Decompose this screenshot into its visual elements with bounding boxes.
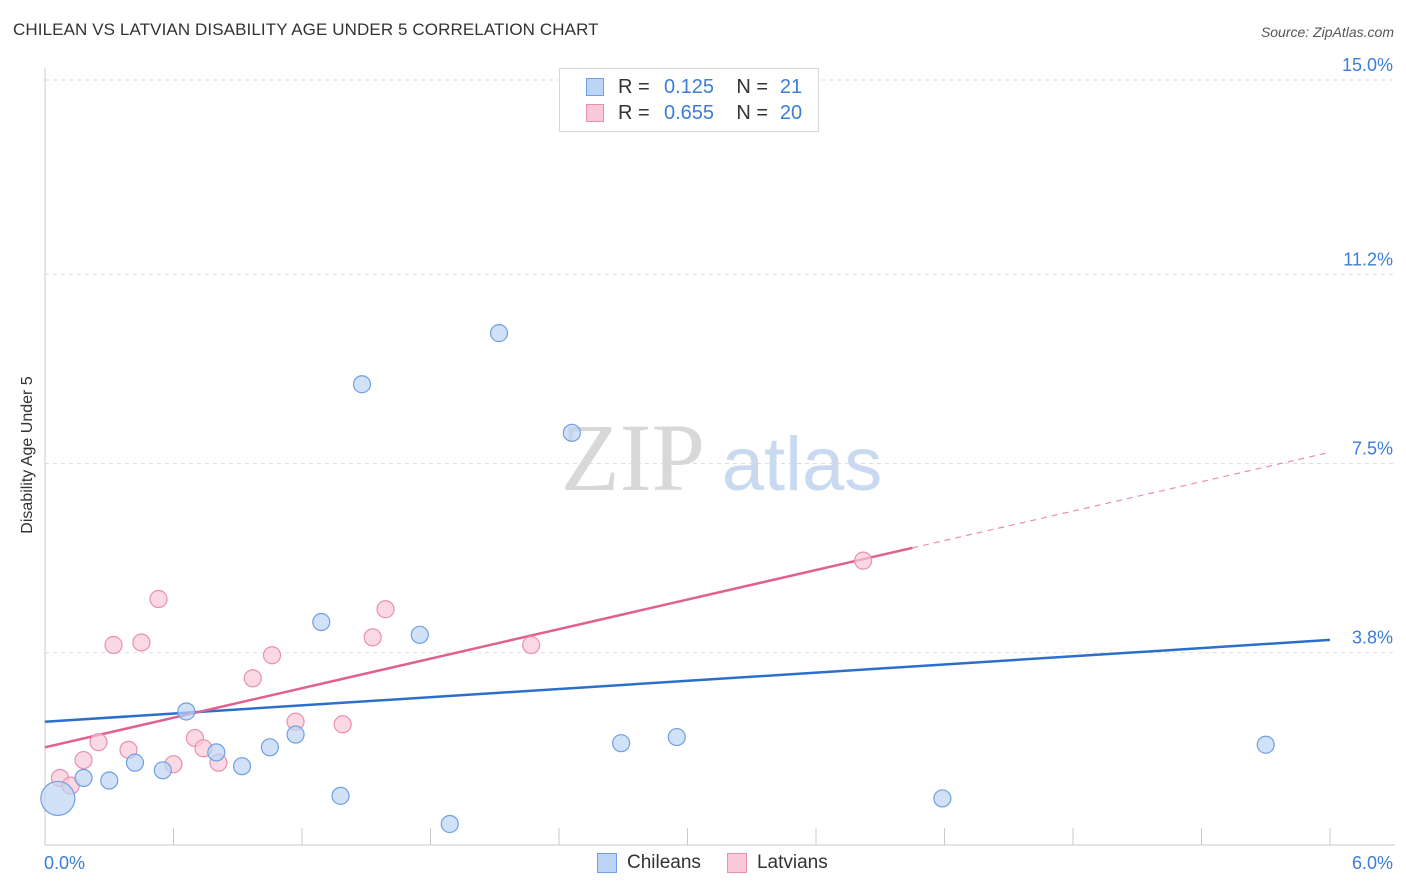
- source-label: Source: ZipAtlas.com: [1260, 24, 1394, 40]
- legend-r-value: 0.655: [663, 101, 715, 124]
- point-latvians: [522, 635, 541, 655]
- legend-swatch-chileans: [586, 78, 604, 96]
- y-tick-label: 3.8%: [1352, 628, 1393, 648]
- gridlines: [45, 79, 1395, 654]
- x-ticks: [44, 828, 1331, 845]
- legend-n-value: 20: [779, 101, 803, 124]
- point-chileans: [286, 725, 305, 744]
- point-chileans: [153, 761, 172, 780]
- point-latvians: [854, 551, 873, 570]
- y-tick-label: 7.5%: [1352, 439, 1393, 459]
- point-latvians: [104, 635, 123, 655]
- point-chileans: [177, 702, 196, 721]
- axes: [44, 68, 1395, 846]
- legend-r-label: R =: [618, 101, 650, 124]
- point-chileans: [667, 727, 686, 747]
- trend-line-latvians: [44, 546, 913, 749]
- x-tick-label-max: 6.0%: [1352, 853, 1393, 873]
- point-chileans: [612, 734, 631, 753]
- series-legend-latvians[interactable]: Latvians: [726, 852, 828, 874]
- point-chileans: [1256, 735, 1275, 754]
- point-latvians: [89, 733, 108, 752]
- y-tick-labels: 3.8% 7.5% 11.2% 15.0%: [1342, 55, 1393, 648]
- trend-line-dashed-latvians: [912, 451, 1331, 549]
- series-legend-chileans[interactable]: Chileans: [597, 852, 701, 874]
- legend-row-chileans: R = 0.125 N = 21: [586, 75, 806, 99]
- legend-r-label: R =: [618, 75, 650, 98]
- legend-n-label: N =: [736, 75, 768, 98]
- point-chileans: [260, 738, 279, 757]
- point-chileans: [232, 757, 252, 776]
- point-chileans: [562, 423, 581, 442]
- point-chileans: [40, 780, 76, 817]
- point-chileans: [312, 612, 331, 632]
- point-chileans: [331, 786, 350, 805]
- legend-swatch-latvians: [586, 104, 604, 122]
- point-latvians: [333, 715, 352, 734]
- point-latvians: [262, 646, 282, 665]
- legend-row-latvians: R = 0.655 N = 20: [586, 101, 806, 125]
- series-label-latvians: Latvians: [756, 852, 828, 873]
- legend-n-value: 21: [779, 75, 803, 98]
- series-label-chileans: Chileans: [627, 852, 701, 873]
- watermark-zip: ZIP: [561, 404, 705, 511]
- x-tick-label-min: 0.0%: [44, 853, 85, 873]
- series-swatch-latvians: [726, 853, 747, 873]
- legend-r-value: 0.125: [663, 75, 715, 98]
- point-chileans: [410, 625, 429, 644]
- series-swatch-chileans: [597, 853, 617, 873]
- point-chileans: [440, 814, 459, 834]
- point-latvians: [376, 600, 395, 619]
- y-tick-label: 15.0%: [1342, 55, 1393, 75]
- point-chileans: [74, 768, 93, 788]
- data-points: [40, 324, 1275, 834]
- point-chileans: [352, 375, 372, 394]
- point-latvians: [132, 633, 151, 652]
- y-tick-label: 11.2%: [1343, 249, 1393, 269]
- correlation-legend: R = 0.125 N = 21 R = 0.655 N = 20: [559, 68, 819, 132]
- point-latvians: [243, 669, 262, 688]
- point-latvians: [74, 750, 93, 770]
- point-chileans: [207, 743, 226, 762]
- point-latvians: [149, 589, 168, 609]
- watermark: ZIP atlas: [561, 404, 882, 511]
- point-chileans: [489, 324, 509, 343]
- legend-n-label: N =: [736, 101, 768, 124]
- watermark-atlas: atlas: [722, 422, 883, 507]
- chart-title: CHILEAN VS LATVIAN DISABILITY AGE UNDER …: [13, 20, 599, 39]
- point-chileans: [100, 771, 119, 790]
- trend-line-chileans: [44, 638, 1331, 723]
- point-latvians: [363, 628, 382, 647]
- series-legend: Chileans Latvians: [597, 852, 854, 874]
- point-chileans: [933, 789, 952, 808]
- point-chileans: [125, 753, 145, 772]
